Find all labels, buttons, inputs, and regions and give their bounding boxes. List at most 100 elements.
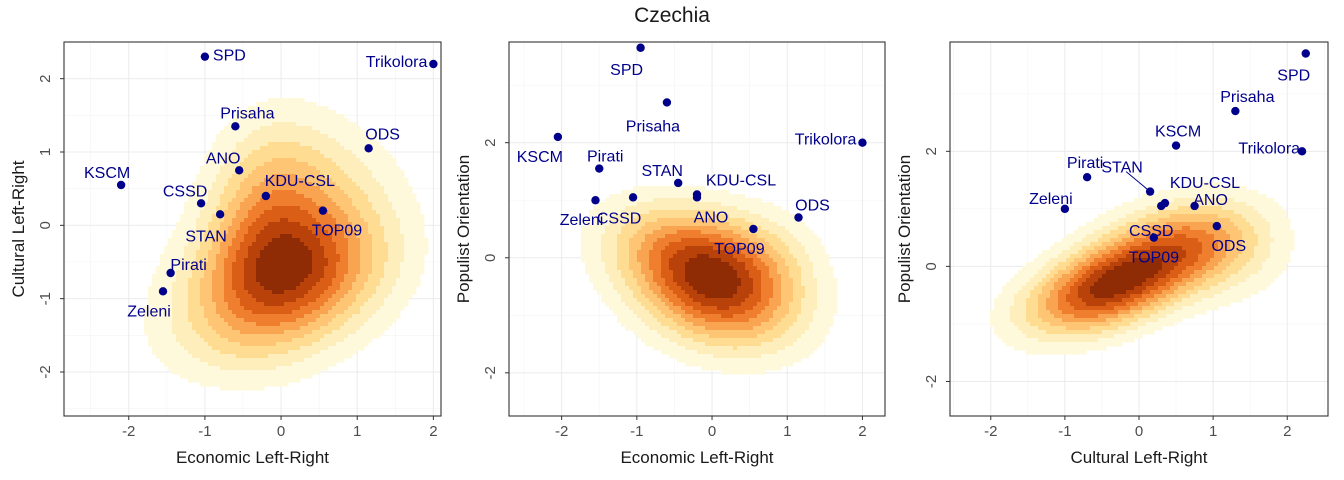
point-prisaha bbox=[1231, 106, 1240, 116]
y-tick-label: 0 bbox=[482, 254, 499, 262]
point-spd bbox=[1301, 49, 1310, 58]
label-trikolora: Trikolora bbox=[1238, 140, 1300, 157]
point-pirati bbox=[1082, 173, 1092, 182]
label-ano: ANO bbox=[694, 209, 729, 226]
label-ods: ODS bbox=[1211, 238, 1246, 255]
label-spd: SPD bbox=[610, 62, 643, 79]
point-ods bbox=[364, 144, 373, 153]
label-pirati: Pirati bbox=[170, 257, 206, 274]
x-tick-label: 1 bbox=[1209, 423, 1217, 440]
point-zeleni bbox=[591, 196, 600, 205]
label-cssd: CSSD bbox=[163, 183, 207, 200]
label-cssd: CSSD bbox=[1129, 223, 1173, 240]
panel-border bbox=[63, 41, 442, 417]
point-zeleni bbox=[1060, 204, 1070, 214]
density-contours bbox=[581, 186, 838, 375]
label-stan: STAN bbox=[641, 163, 682, 180]
label-stan: STAN bbox=[185, 228, 226, 245]
x-tick-label: 2 bbox=[1283, 423, 1291, 440]
point-trikolora bbox=[429, 59, 438, 69]
point-pirati bbox=[166, 268, 175, 278]
point-prisaha bbox=[231, 122, 240, 131]
y-axis-title: Populist Orientation bbox=[895, 155, 914, 303]
y-tick-label: -2 bbox=[37, 365, 54, 378]
y-tick-label: 0 bbox=[37, 221, 54, 229]
y-tick-label: 1 bbox=[37, 148, 54, 156]
label-ods: ODS bbox=[365, 126, 400, 143]
x-tick-label: 2 bbox=[429, 423, 437, 440]
point-top09 bbox=[318, 206, 328, 215]
label-spd: SPD bbox=[213, 48, 246, 65]
label-kscm: KSCM bbox=[84, 165, 130, 182]
x-axis-title: Economic Left-Right bbox=[620, 448, 773, 467]
x-tick-label: 1 bbox=[783, 423, 791, 440]
point-kscm bbox=[553, 132, 563, 142]
label-kscm: KSCM bbox=[517, 149, 563, 166]
y-tick-label: 2 bbox=[482, 139, 499, 147]
point-spd bbox=[636, 43, 645, 52]
x-tick-label: 0 bbox=[277, 423, 285, 440]
chart-title: Czechia bbox=[634, 4, 710, 27]
label-ods: ODS bbox=[795, 197, 830, 214]
party-points: SPD Trikolora Prisaha ODS ANO KSCM KDU-CSL CSSD… bbox=[84, 48, 438, 320]
point-cssd bbox=[628, 193, 638, 202]
point-cssd bbox=[196, 199, 206, 208]
point-pirati bbox=[595, 164, 604, 173]
label-stan: STAN bbox=[1101, 160, 1142, 177]
point-top09 bbox=[749, 224, 758, 234]
point-stan bbox=[674, 178, 683, 188]
x-axis-title: Economic Left-Right bbox=[176, 448, 329, 467]
point-ano bbox=[692, 193, 702, 202]
x-tick-label: -2 bbox=[122, 423, 135, 440]
x-tick-label: 0 bbox=[708, 423, 716, 440]
x-tick-label: 2 bbox=[858, 423, 866, 440]
point-kdu-csl bbox=[261, 191, 271, 201]
y-axis-title: Cultural Left-Right bbox=[9, 160, 28, 297]
label-trikolora: Trikolora bbox=[795, 132, 857, 149]
y-axis-title: Populist Orientation bbox=[454, 155, 473, 303]
label-ano: ANO bbox=[206, 150, 241, 167]
x-axis-title: Cultural Left-Right bbox=[1070, 448, 1207, 467]
density-contours bbox=[990, 182, 1295, 355]
party-points: SPDPrisahaKSCMTrikoloraPiratiSTANKDU-CSL… bbox=[1029, 49, 1310, 267]
point-ods bbox=[794, 213, 803, 222]
x-tick-label: -2 bbox=[555, 423, 568, 440]
point-stan bbox=[1145, 187, 1155, 196]
x-tick-label: -1 bbox=[630, 423, 643, 440]
label-kdu-csl: KDU-CSL bbox=[706, 172, 776, 189]
y-tick-label: 2 bbox=[923, 147, 940, 155]
x-tick-label: 0 bbox=[1135, 423, 1143, 440]
point-zeleni bbox=[158, 287, 168, 296]
label-zeleni: Zeleni bbox=[560, 212, 604, 229]
label-top09: TOP09 bbox=[1129, 250, 1180, 267]
point-ano bbox=[1190, 201, 1199, 211]
point-prisaha bbox=[662, 98, 672, 107]
label-top09: TOP09 bbox=[714, 241, 765, 258]
label-pirati: Pirati bbox=[587, 149, 623, 166]
point-spd bbox=[200, 52, 210, 61]
label-kdu-csl: KDU-CSL bbox=[265, 173, 335, 190]
panel-border bbox=[508, 41, 886, 417]
point-ano bbox=[234, 166, 244, 175]
x-tick-label: -1 bbox=[1058, 423, 1071, 440]
label-leader-stan bbox=[1125, 171, 1151, 192]
y-tick-label: 2 bbox=[37, 74, 54, 82]
label-zeleni: Zeleni bbox=[1029, 191, 1073, 208]
label-pirati: Pirati bbox=[1067, 155, 1103, 172]
point-stan bbox=[215, 210, 225, 219]
y-tick-label: -2 bbox=[923, 375, 940, 388]
party-points: SPDPrisahaKSCMTrikoloraPiratiSTANKDU-CSL… bbox=[517, 43, 867, 258]
label-spd: SPD bbox=[1277, 68, 1310, 85]
x-tick-label: -2 bbox=[984, 423, 997, 440]
label-trikolora: Trikolora bbox=[366, 54, 428, 71]
label-zeleni: Zeleni bbox=[127, 303, 171, 320]
point-trikolora bbox=[1297, 147, 1307, 156]
y-tick-label: 0 bbox=[923, 262, 940, 270]
label-cssd: CSSD bbox=[597, 210, 641, 227]
label-kscm: KSCM bbox=[1155, 124, 1201, 141]
x-tick-label: -1 bbox=[198, 423, 211, 440]
